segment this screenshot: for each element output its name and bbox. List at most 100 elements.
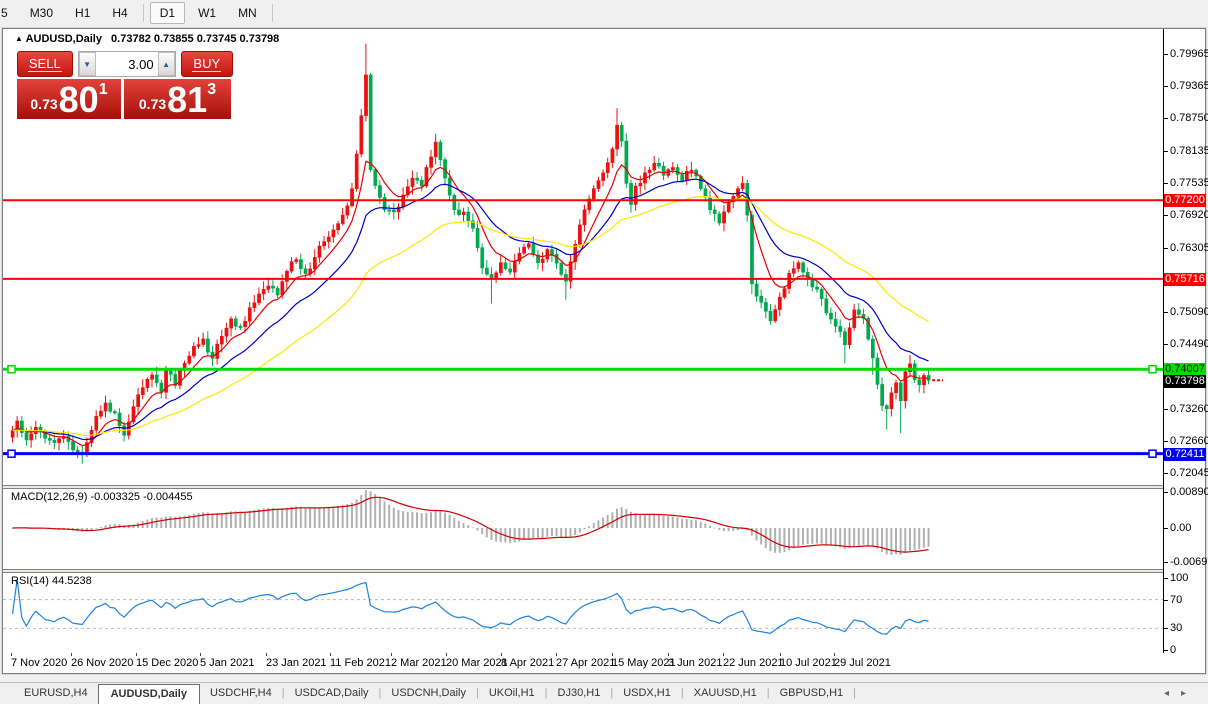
main-price-chart[interactable] (3, 29, 1163, 485)
tab-separator: | (544, 687, 548, 699)
chart-tab-eurusd[interactable]: EURUSD,H4 (24, 687, 88, 699)
axis-tick (1164, 344, 1168, 345)
axis-tick (1164, 118, 1168, 119)
pane-separator[interactable] (3, 569, 1205, 573)
period-button-h1[interactable]: H1 (75, 6, 91, 20)
chart-window: ▲ AUDUSD,Daily 0.73782 0.73855 0.73745 0… (2, 28, 1208, 674)
price-level-badge: 0.75716 (1164, 273, 1206, 286)
price-axis-label: 0.72660 (1170, 435, 1208, 447)
chart-tab-usdx[interactable]: USDX,H1 (623, 687, 671, 699)
axis-tick (1164, 628, 1168, 629)
period-button-d1[interactable]: D1 (149, 2, 186, 24)
axis-tick (1164, 183, 1168, 184)
rsi-indicator-pane[interactable] (3, 573, 1163, 653)
price-axis-label: 0.75090 (1170, 306, 1208, 318)
time-axis: 7 Nov 2020 26 Nov 2020 15 Dec 2020 5 Jan 20… (3, 653, 1162, 673)
macd-axis-label: 0.00 (1170, 522, 1192, 534)
axis-tick (1164, 650, 1168, 651)
buy-price-button[interactable]: 0.73 81 3 (124, 79, 231, 119)
price-level-badge: 0.74007 (1164, 363, 1206, 376)
time-axis-label: 11 Feb 2021 (330, 657, 391, 669)
pane-separator[interactable] (3, 485, 1205, 489)
sell-price-sup: 1 (98, 81, 108, 98)
time-axis-tick (136, 653, 137, 656)
axis-tick (1164, 473, 1168, 474)
chart-tabs-bar: EURUSD,H4 AUDUSD,Daily USDCHF,H4 | USDCAD,Da… (0, 682, 1208, 704)
chart-tab-audusd[interactable]: AUDUSD,Daily (97, 683, 200, 704)
time-axis-tick (612, 653, 613, 656)
tab-scroll-arrows[interactable]: ◂▸ (1163, 687, 1198, 699)
time-axis-label: 8 Apr 2021 (501, 657, 555, 669)
period-button-w1[interactable]: W1 (198, 6, 217, 20)
axis-tick (1164, 151, 1168, 152)
tab-separator: | (475, 687, 479, 699)
one-click-trading-panel: SELL ▼ ▲ BUY 0.73 80 1 0.73 81 3 (17, 51, 233, 119)
chart-tab-usdcad[interactable]: USDCAD,Daily (294, 687, 369, 699)
time-axis-tick (11, 653, 12, 656)
period-button-5[interactable]: 5 (1, 6, 8, 20)
chart-tab-usdchf[interactable]: USDCHF,H4 (209, 687, 272, 699)
chart-tab-ukoil[interactable]: UKOil,H1 (488, 687, 535, 699)
price-level-badge: 0.73798 (1164, 375, 1206, 388)
time-axis-tick (834, 653, 835, 656)
quote-high: 0.73855 (153, 33, 194, 45)
macd-indicator-pane[interactable] (3, 489, 1163, 569)
rsi-label: RSI(14) 44.5238 (11, 575, 92, 587)
time-axis-tick (501, 653, 502, 656)
chart-tab-usdcnh[interactable]: USDCNH,Daily (391, 687, 466, 699)
symbol-label: AUDUSD,Daily (25, 33, 102, 45)
price-level-badge: 0.72411 (1164, 448, 1206, 461)
volume-decrease-button[interactable]: ▼ (78, 52, 96, 76)
time-axis-tick (200, 653, 201, 656)
volume-input[interactable] (95, 52, 158, 76)
time-axis-tick (780, 653, 781, 656)
buy-button[interactable]: BUY (180, 51, 233, 77)
tab-separator: | (766, 687, 770, 699)
price-axis: 0.79965 0.79365 0.78750 0.78135 0.77535 0.769… (1163, 29, 1208, 656)
collapse-triangle-icon[interactable]: ▲ (15, 34, 23, 43)
sell-price-big: 80 (58, 79, 99, 120)
time-axis-tick (668, 653, 669, 656)
time-axis-label: 22 Jun 2021 (723, 657, 784, 669)
time-axis-label: 20 Mar 2021 (446, 657, 508, 669)
time-axis-label: 27 Apr 2021 (556, 657, 616, 669)
tab-separator: | (378, 687, 382, 699)
rsi-axis-label: 0 (1170, 644, 1177, 656)
price-axis-label: 0.79365 (1170, 80, 1208, 92)
axis-tick (1164, 86, 1168, 87)
time-axis-label: 26 Nov 2020 (71, 657, 134, 669)
period-button-mn[interactable]: MN (238, 6, 257, 20)
axis-tick (1164, 215, 1168, 216)
time-axis-label: 15 May 2021 (612, 657, 676, 669)
macd-label: MACD(12,26,9) -0.003325 -0.004455 (11, 491, 193, 503)
time-axis-label: 2 Mar 2021 (391, 657, 447, 669)
time-axis-tick (71, 653, 72, 656)
tab-separator: | (610, 687, 614, 699)
time-axis-tick (391, 653, 392, 656)
axis-tick (1164, 578, 1168, 579)
tab-separator: | (680, 687, 684, 699)
axis-tick (1164, 600, 1168, 601)
axis-tick (1164, 409, 1168, 410)
chart-tab-xauusd[interactable]: XAUUSD,H1 (693, 687, 757, 699)
axis-tick (1164, 312, 1168, 313)
price-axis-label: 0.74490 (1170, 338, 1208, 350)
time-axis-tick (723, 653, 724, 656)
time-axis-label: 5 Jan 2021 (200, 657, 255, 669)
rsi-axis-label: 100 (1170, 572, 1189, 584)
price-axis-label: 0.78135 (1170, 145, 1208, 157)
price-axis-label: 0.78750 (1170, 112, 1208, 124)
chart-tab-gbpusd[interactable]: GBPUSD,H1 (779, 687, 844, 699)
chart-tab-dj30[interactable]: DJ30,H1 (557, 687, 601, 699)
volume-increase-button[interactable]: ▲ (157, 52, 175, 76)
sell-price-button[interactable]: 0.73 80 1 (17, 79, 121, 119)
toolbar-separator (271, 4, 273, 22)
tab-separator: | (281, 687, 285, 699)
sell-price-small: 0.73 (30, 96, 58, 112)
price-axis-label: 0.73260 (1170, 403, 1208, 415)
quote-header: ▲ AUDUSD,Daily 0.73782 0.73855 0.73745 0… (15, 33, 279, 45)
period-button-m30[interactable]: M30 (29, 6, 54, 20)
period-button-h4[interactable]: H4 (112, 6, 128, 20)
time-axis-tick (446, 653, 447, 656)
sell-button[interactable]: SELL (17, 51, 73, 77)
